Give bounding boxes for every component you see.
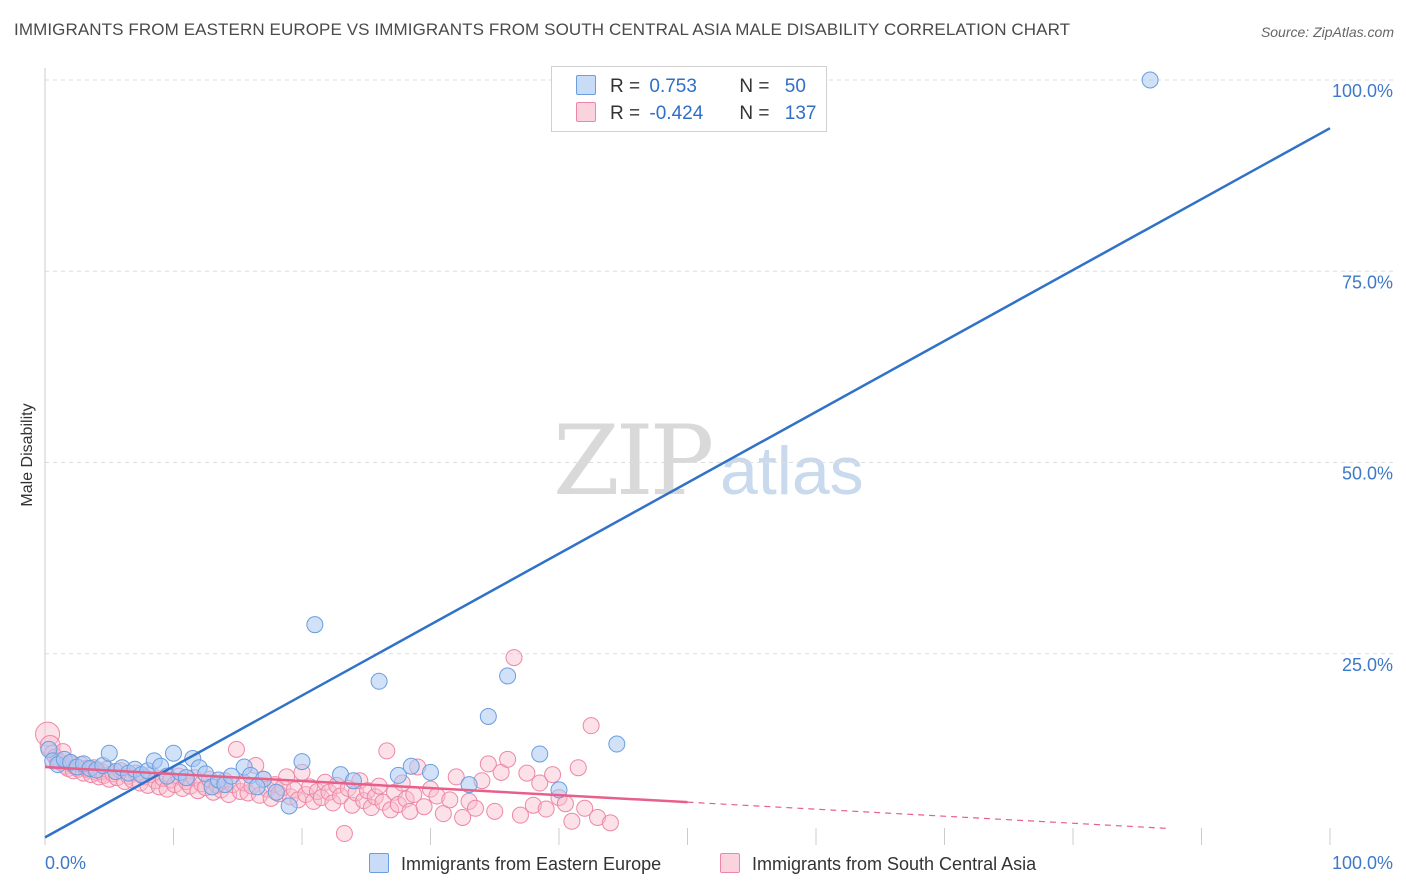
point-south-central-asia — [335, 825, 353, 843]
legend-swatch-south-central-asia — [576, 102, 596, 122]
point-south-central-asia — [531, 774, 549, 792]
trendline-south-central-asia-extension — [687, 801, 1171, 830]
point-eastern-europe — [460, 776, 478, 794]
point-south-central-asia — [305, 792, 323, 810]
chart-title: IMMIGRANTS FROM EASTERN EUROPE VS IMMIGR… — [14, 20, 1071, 39]
y-tick-label: 100.0% — [1332, 81, 1393, 101]
legend-r-label: R = — [610, 76, 641, 97]
x-tick-label: 100.0% — [1332, 853, 1393, 873]
point-south-central-asia — [466, 799, 484, 817]
legend-r-value-eastern-europe: 0.753 — [649, 76, 697, 97]
legend-n-label: N = — [739, 103, 770, 124]
point-eastern-europe — [100, 744, 118, 762]
point-eastern-europe — [608, 735, 626, 753]
bottom-legend-eastern-europe: Immigrants from Eastern Europe — [369, 853, 661, 875]
point-south-central-asia — [582, 717, 600, 735]
point-south-central-asia — [486, 802, 504, 820]
point-south-central-asia — [589, 808, 607, 826]
y-tick-label: 25.0% — [1342, 655, 1393, 675]
point-south-central-asia — [227, 740, 245, 758]
point-south-central-asia — [505, 649, 523, 667]
point-south-central-asia — [563, 812, 581, 830]
bottom-legend-south-central-asia: Immigrants from South Central Asia — [720, 853, 1036, 875]
point-south-central-asia — [378, 742, 396, 760]
trendline-south-central-asia — [44, 765, 688, 804]
point-south-central-asia — [524, 796, 542, 814]
source-credit: Source: ZipAtlas.com — [1260, 24, 1394, 40]
legend-n-label: N = — [739, 76, 770, 97]
x-tick-label: 0.0% — [45, 853, 86, 873]
bottom-legend-swatch-south-central-asia — [720, 853, 740, 873]
point-south-central-asia — [415, 798, 433, 816]
point-eastern-europe — [344, 772, 362, 790]
legend-r-label: R = — [610, 103, 641, 124]
legend-n-value-eastern-europe: 50 — [784, 76, 806, 97]
point-south-central-asia — [569, 759, 587, 777]
y-tick-label: 75.0% — [1342, 272, 1393, 292]
point-eastern-europe — [422, 763, 439, 781]
point-eastern-europe — [1141, 71, 1159, 89]
point-south-central-asia — [479, 755, 497, 773]
legend-n-value-south-central-asia: 137 — [784, 103, 817, 124]
point-south-central-asia — [441, 791, 459, 809]
point-eastern-europe — [165, 744, 182, 762]
watermark-zip: ZIP — [553, 405, 714, 517]
point-south-central-asia — [454, 808, 472, 826]
watermark-atlas: atlas — [720, 433, 864, 509]
legend-row-eastern-europe: R = 0.753 N = 50 — [576, 75, 806, 97]
point-eastern-europe — [267, 783, 285, 801]
point-south-central-asia — [499, 750, 517, 768]
bottom-legend-swatch-eastern-europe — [369, 853, 389, 873]
point-south-central-asia — [518, 764, 536, 782]
legend-r-value-south-central-asia: -0.424 — [649, 103, 704, 124]
point-eastern-europe — [248, 778, 266, 796]
point-eastern-europe — [402, 757, 420, 775]
legend-row-south-central-asia: R = -0.424 N = 137 — [576, 102, 816, 124]
y-tick-label: 50.0% — [1342, 464, 1393, 484]
point-eastern-europe — [293, 753, 311, 771]
point-south-central-asia — [460, 792, 478, 810]
point-eastern-europe — [389, 766, 407, 784]
legend-swatch-eastern-europe — [576, 75, 596, 95]
point-south-central-asia — [401, 802, 419, 820]
point-eastern-europe — [306, 616, 324, 634]
point-south-central-asia — [576, 799, 594, 817]
point-south-central-asia — [447, 768, 465, 786]
point-eastern-europe — [280, 797, 298, 815]
bottom-legend-label-eastern-europe: Immigrants from Eastern Europe — [401, 854, 662, 874]
point-south-central-asia — [544, 766, 562, 784]
bottom-legend-label-south-central-asia: Immigrants from South Central Asia — [752, 854, 1037, 874]
trendline-eastern-europe — [44, 127, 1331, 839]
point-eastern-europe — [499, 667, 517, 685]
point-eastern-europe — [479, 707, 497, 725]
point-eastern-europe — [531, 745, 549, 763]
point-south-central-asia — [434, 805, 452, 823]
point-eastern-europe — [370, 672, 388, 690]
point-south-central-asia — [537, 800, 555, 818]
legend-box: R = 0.753 N = 50 R = -0.424 N = 137 — [551, 66, 827, 132]
point-south-central-asia — [511, 806, 529, 824]
point-south-central-asia — [601, 814, 619, 832]
